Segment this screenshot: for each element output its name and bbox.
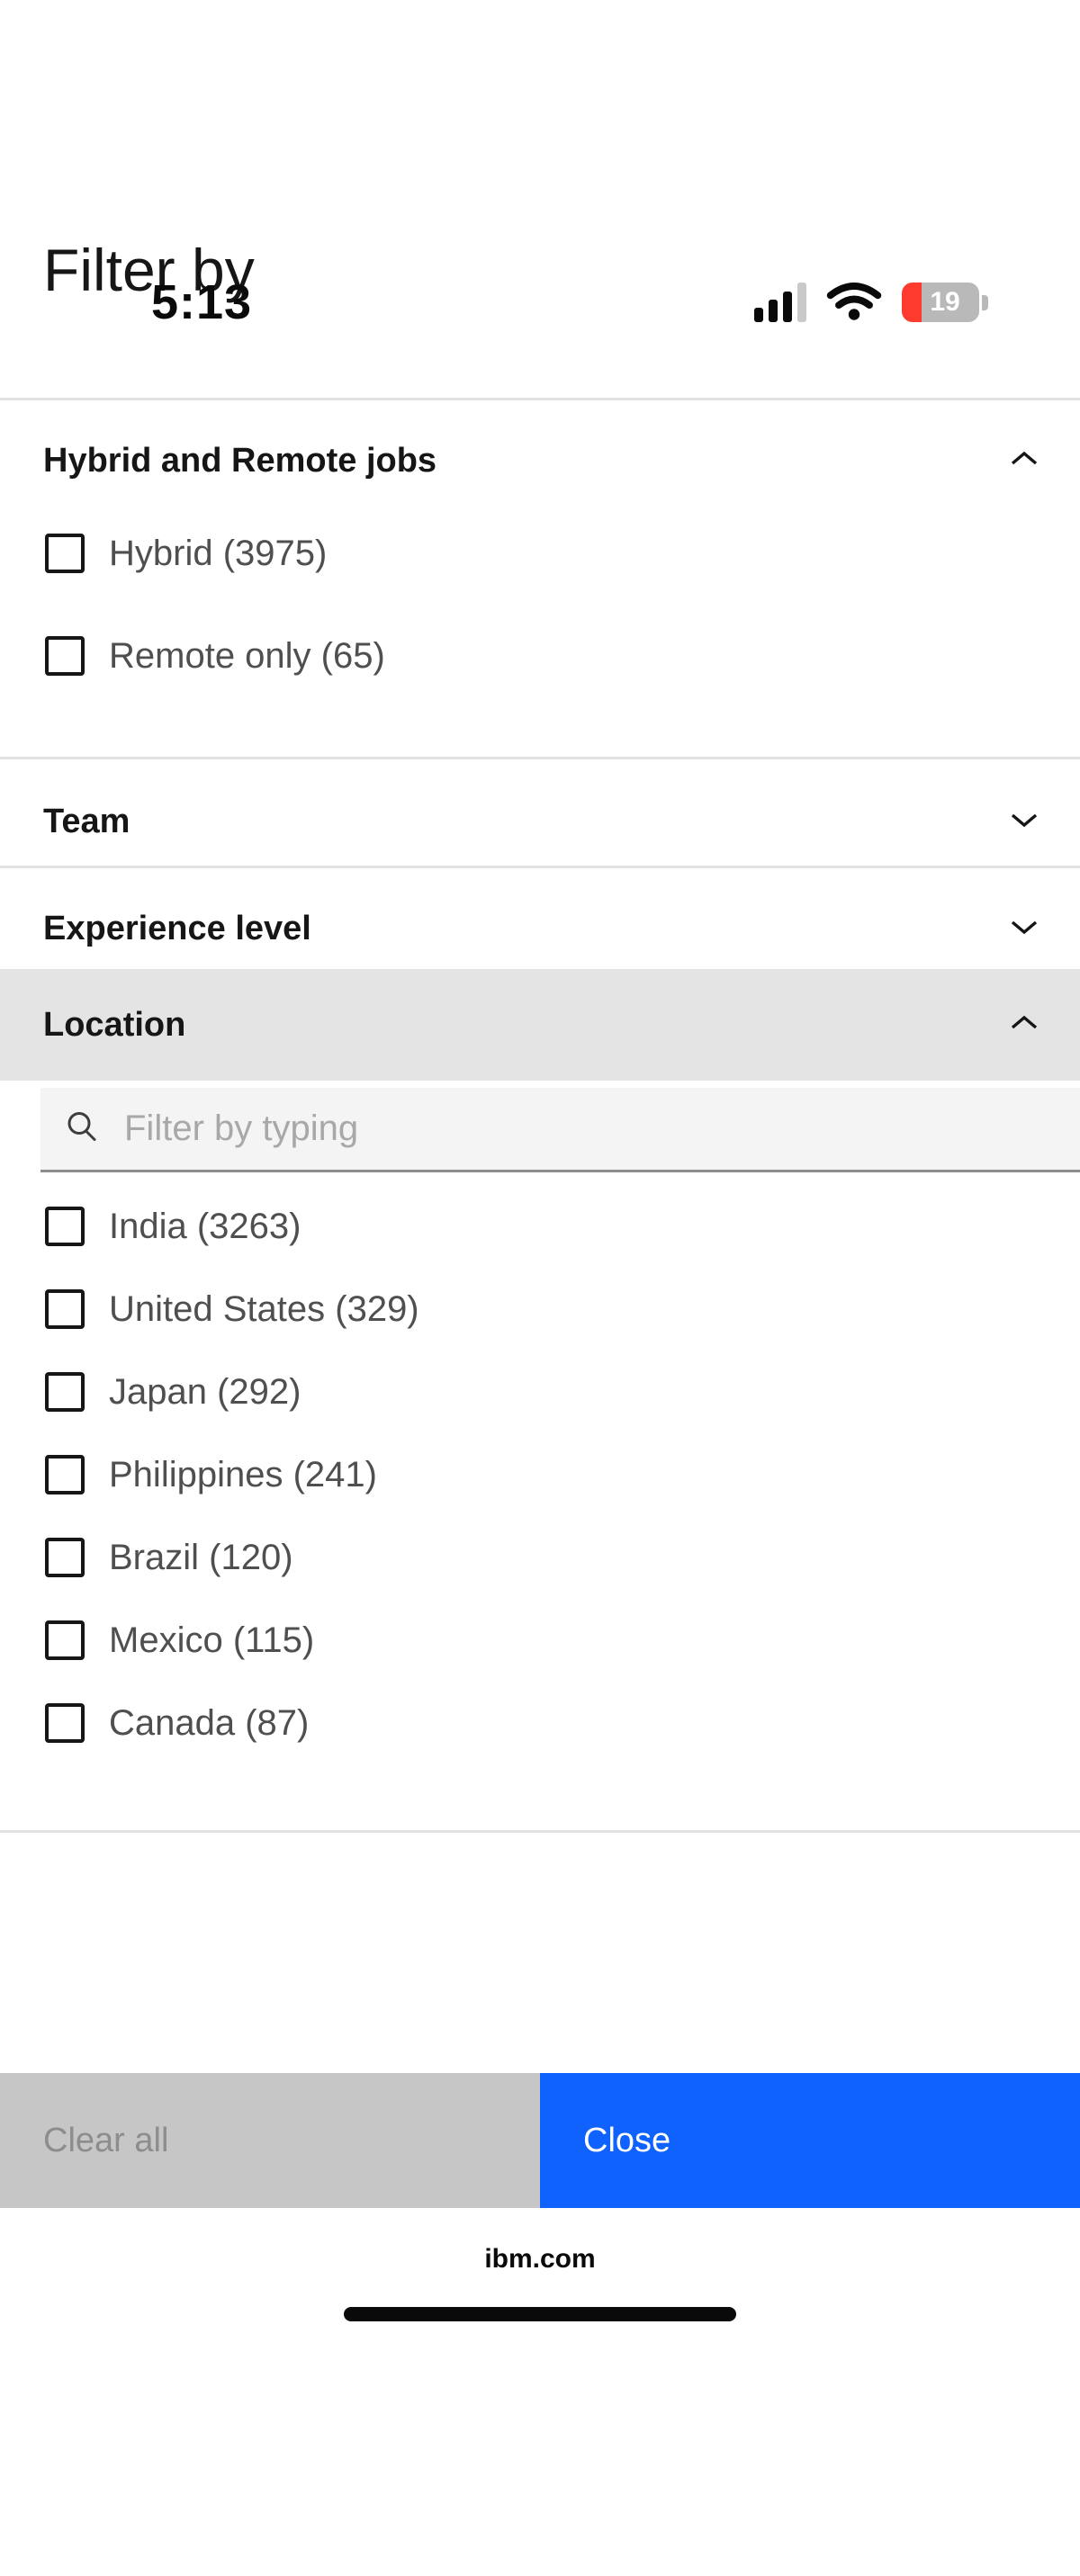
accordion-label: Team	[43, 802, 130, 840]
status-bar: 5:13 19	[0, 270, 1080, 335]
checkbox[interactable]	[45, 1207, 85, 1246]
divider	[0, 1830, 1080, 1833]
checkbox[interactable]	[45, 1620, 85, 1660]
clear-all-button[interactable]: Clear all	[0, 2073, 540, 2208]
checkbox[interactable]	[45, 1703, 85, 1743]
filter-option-canada[interactable]: Canada (87)	[45, 1698, 1080, 1748]
filter-option-japan[interactable]: Japan (292)	[45, 1367, 1080, 1417]
battery-icon: 19	[902, 283, 988, 322]
search-input[interactable]	[40, 1088, 1080, 1170]
filter-option-united-states[interactable]: United States (329)	[45, 1284, 1080, 1334]
chevron-down-icon	[1010, 918, 1039, 940]
filter-option-india[interactable]: India (3263)	[45, 1201, 1080, 1252]
filter-option-remote-only[interactable]: Remote only (65)	[45, 631, 1080, 681]
filter-option-hybrid[interactable]: Hybrid (3975)	[45, 528, 1080, 579]
wifi-icon	[826, 279, 882, 327]
checkbox[interactable]	[45, 534, 85, 573]
filter-option-mexico[interactable]: Mexico (115)	[45, 1615, 1080, 1665]
home-indicator[interactable]	[344, 2307, 736, 2321]
search-icon	[64, 1108, 100, 1149]
checkbox[interactable]	[45, 1289, 85, 1329]
accordion-header-experience-level[interactable]: Experience level	[43, 906, 1039, 951]
divider	[0, 398, 1080, 400]
accordion-label: Location	[43, 1005, 186, 1044]
divider	[0, 757, 1080, 759]
filter-option-philippines[interactable]: Philippines (241)	[45, 1450, 1080, 1500]
page-title: Filter by	[43, 237, 255, 303]
checkbox[interactable]	[45, 1372, 85, 1412]
battery-fill	[902, 283, 922, 322]
checkbox[interactable]	[45, 636, 85, 676]
chevron-up-icon	[1010, 450, 1039, 472]
accordion-label: Hybrid and Remote jobs	[43, 441, 437, 480]
clock-time: 5:13	[151, 275, 253, 329]
chevron-down-icon	[1010, 811, 1039, 833]
chevron-up-icon	[1010, 1014, 1039, 1037]
accordion-label: Experience level	[43, 909, 311, 947]
location-search-field[interactable]	[40, 1088, 1080, 1172]
checkbox[interactable]	[45, 1538, 85, 1577]
battery-percent: 19	[930, 287, 960, 317]
close-button[interactable]: Close	[540, 2073, 1080, 2208]
cellular-signal-icon	[754, 283, 806, 322]
footer-actions: Clear all Close	[0, 2073, 1080, 2208]
accordion-header-team[interactable]: Team	[43, 799, 1039, 844]
browser-url-label[interactable]: ibm.com	[484, 2244, 596, 2274]
filter-option-brazil[interactable]: Brazil (120)	[45, 1532, 1080, 1583]
checkbox[interactable]	[45, 1455, 85, 1494]
accordion-header-location[interactable]: Location	[0, 969, 1080, 1081]
divider	[0, 866, 1080, 868]
accordion-header-hybrid-remote[interactable]: Hybrid and Remote jobs	[43, 438, 1039, 483]
